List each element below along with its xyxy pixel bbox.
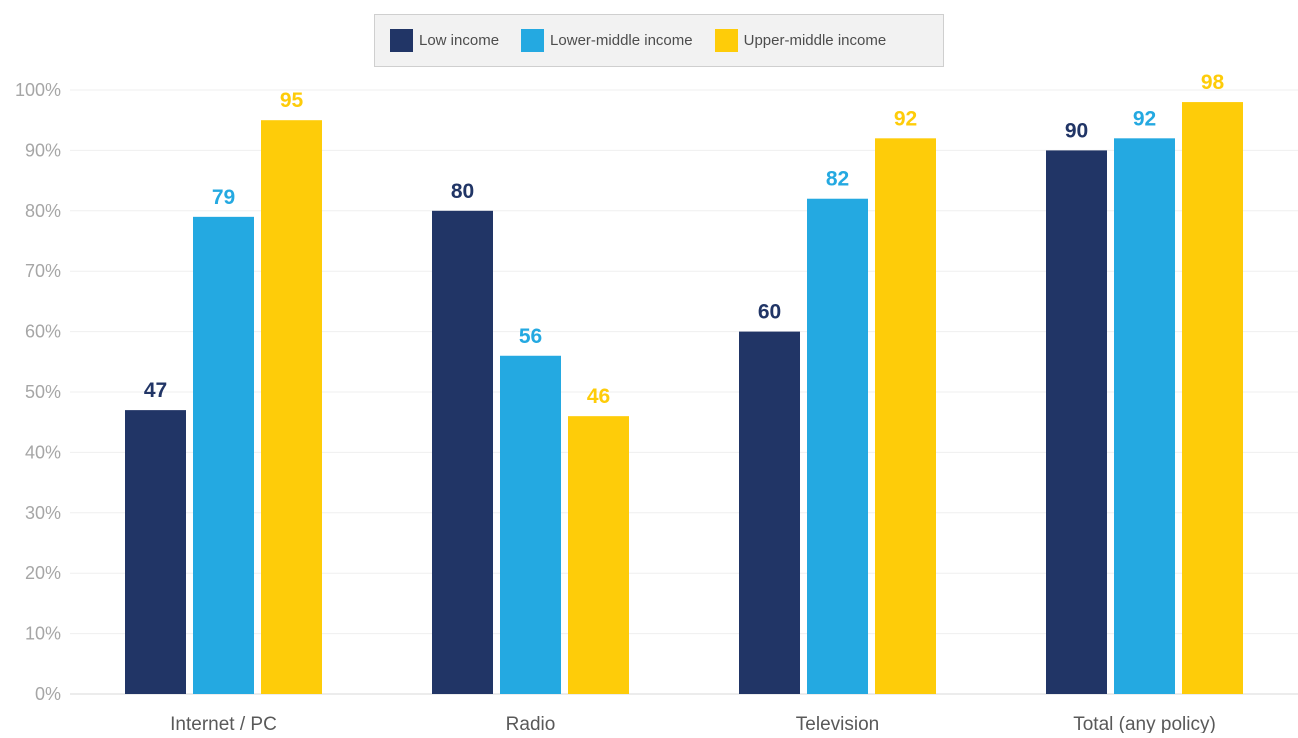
y-tick-label: 50% [25, 382, 61, 402]
bar [568, 416, 629, 694]
legend-swatch-lower-middle-income [521, 29, 545, 52]
legend-item-lower-middle-income[interactable]: Lower-middle income [521, 29, 693, 52]
bar [125, 410, 186, 694]
y-tick-label: 90% [25, 140, 61, 160]
y-tick-label: 70% [25, 261, 61, 281]
data-label: 82 [826, 168, 849, 191]
bar [1114, 138, 1175, 694]
legend-label: Lower-middle income [550, 32, 693, 49]
legend-swatch-upper-middle-income [714, 29, 738, 52]
legend-item-upper-middle-income[interactable]: Upper-middle income [714, 29, 887, 52]
x-tick-label: Internet / PC [170, 714, 277, 733]
y-tick-label: 0% [35, 684, 61, 704]
x-tick-label: Total (any policy) [1073, 714, 1216, 733]
data-label: 56 [519, 325, 542, 348]
bar [1046, 150, 1107, 694]
x-tick-label: Radio [506, 714, 556, 733]
bar [432, 210, 493, 695]
bar [1182, 102, 1243, 694]
data-label: 79 [212, 186, 235, 209]
bar [807, 198, 868, 694]
bar [739, 331, 800, 694]
data-label: 80 [451, 180, 474, 203]
x-tick-label: Television [796, 714, 879, 733]
bar [500, 355, 561, 694]
y-tick-label: 20% [25, 563, 61, 583]
data-label: 98 [1201, 71, 1225, 94]
legend-label: Low income [419, 32, 500, 49]
y-tick-label: 30% [25, 503, 61, 523]
data-label: 60 [758, 301, 781, 324]
legend-label: Upper-middle income [743, 32, 887, 49]
data-label: 92 [894, 107, 917, 130]
data-label: 95 [280, 89, 304, 112]
legend: Low income Lower-middle income Upper-mid… [374, 14, 944, 67]
y-tick-label: 100% [15, 80, 61, 100]
data-label: 47 [144, 379, 167, 402]
data-label: 90 [1065, 119, 1088, 142]
y-tick-label: 10% [25, 624, 61, 644]
y-tick-label: 40% [25, 442, 61, 462]
data-label: 92 [1133, 107, 1156, 130]
bar [193, 216, 254, 694]
y-tick-label: 60% [25, 322, 61, 342]
bar [875, 138, 936, 694]
bar [261, 120, 322, 694]
y-tick-label: 80% [25, 201, 61, 221]
legend-swatch-low-income [390, 29, 413, 52]
legend-item-low-income[interactable]: Low income [390, 29, 499, 52]
data-label: 46 [587, 385, 610, 408]
